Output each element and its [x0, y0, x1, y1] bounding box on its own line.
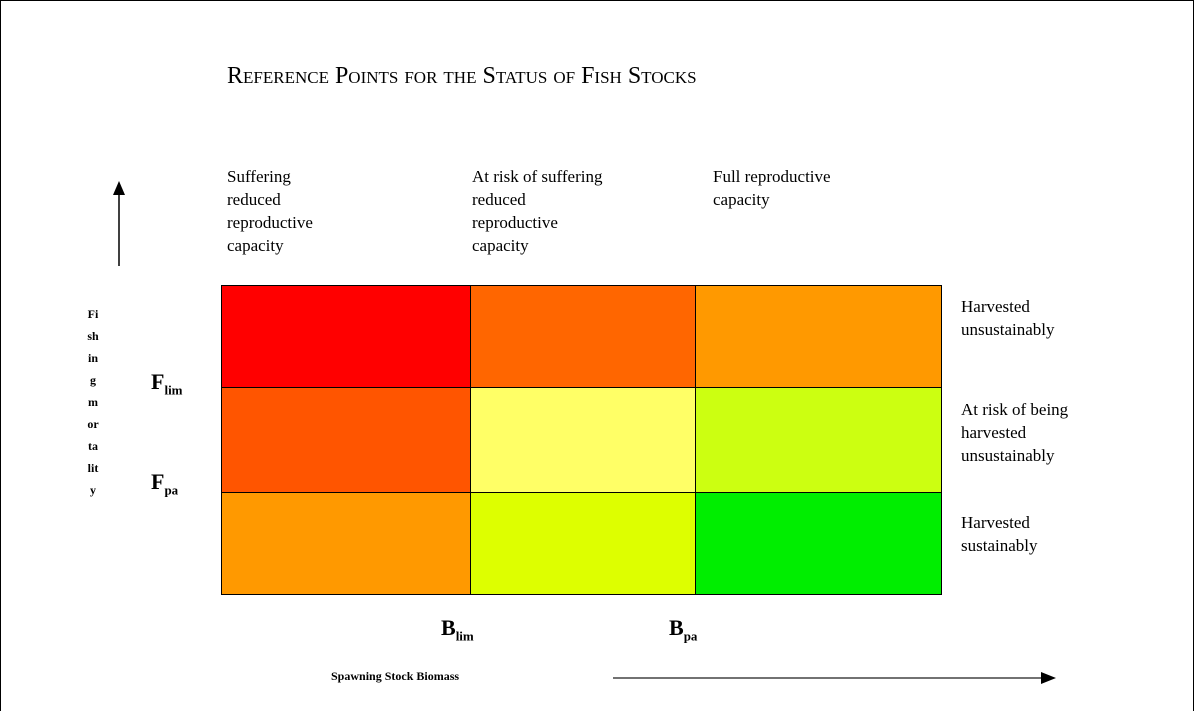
- cell: [470, 492, 696, 595]
- f-reference-point: Fpa: [151, 469, 178, 498]
- cell: [695, 492, 942, 595]
- b-reference-point-subscript: lim: [455, 628, 474, 644]
- row-label-line: Harvested: [961, 297, 1030, 316]
- column-header-line: reduced: [472, 190, 526, 209]
- column-header-line: Suffering: [227, 167, 291, 186]
- f-reference-point-subscript: pa: [164, 482, 179, 498]
- cell: [221, 492, 471, 595]
- cell: [695, 285, 942, 388]
- column-header-line: Full reproductive: [713, 167, 831, 186]
- column-header-line: reproductive: [227, 213, 313, 232]
- row-label-line: Harvested: [961, 513, 1030, 532]
- title: Reference Points for the Status of Fish …: [227, 63, 697, 89]
- row-label: At risk of being harvested unsustainably: [961, 398, 1068, 467]
- column-header: Suffering reduced reproductive capacity: [227, 165, 313, 257]
- f-reference-point-symbol: F: [151, 369, 165, 394]
- column-header-line: capacity: [472, 236, 529, 255]
- column-header: At risk of suffering reduced reproductive c…: [472, 165, 602, 257]
- b-reference-point: Blim: [441, 615, 474, 644]
- row-label: Harvested sustainably: [961, 511, 1038, 557]
- column-header-line: capacity: [227, 236, 284, 255]
- column-header-line: reproductive: [472, 213, 558, 232]
- row-label-line: sustainably: [961, 536, 1038, 555]
- column-header-line: reduced: [227, 190, 281, 209]
- column-header-line: At risk of suffering: [472, 167, 603, 186]
- x-axis-label: Spawning Stock Biomass: [331, 669, 460, 683]
- row-label-line: unsustainably: [961, 446, 1055, 465]
- column-header: Full reproductive capacity: [713, 165, 831, 211]
- cell: [221, 285, 471, 388]
- b-reference-point-symbol: B: [669, 615, 684, 640]
- f-reference-point-subscript: lim: [164, 382, 183, 398]
- row-label-line: harvested: [961, 423, 1027, 442]
- b-reference-point-subscript: pa: [683, 628, 698, 644]
- row-label-line: At risk of being: [961, 400, 1069, 419]
- column-header-line: capacity: [713, 190, 770, 209]
- f-reference-point-symbol: F: [151, 469, 165, 494]
- f-reference-point: Flim: [151, 369, 183, 398]
- y-axis-label: Fishing mortality: [87, 307, 99, 497]
- cell: [221, 387, 471, 493]
- cell: [470, 387, 696, 493]
- row-label: Harvested unsustainably: [961, 295, 1055, 341]
- b-reference-point: Bpa: [669, 615, 697, 644]
- cell: [470, 285, 696, 388]
- cell: [695, 387, 942, 493]
- b-reference-point-symbol: B: [441, 615, 456, 640]
- row-label-line: unsustainably: [961, 320, 1055, 339]
